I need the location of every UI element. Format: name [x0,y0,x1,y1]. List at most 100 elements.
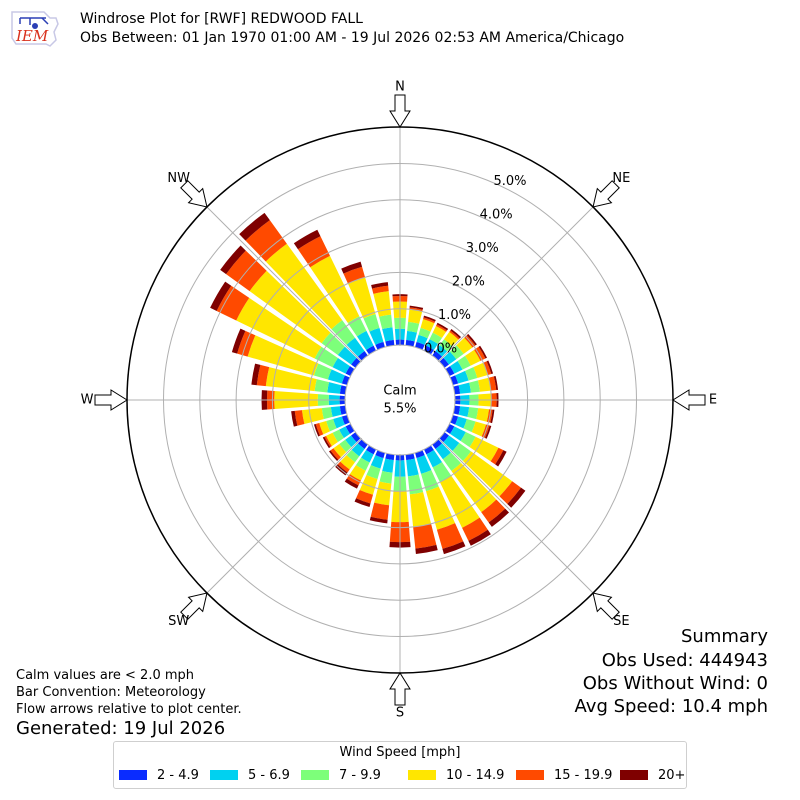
bar-segment [333,416,345,429]
bar-segment [236,297,322,359]
calm-note: Calm values are < 2.0 mph [16,668,195,683]
flow-arrow-icon [592,180,620,208]
bar-segment [379,470,393,484]
bar-segment [340,455,355,470]
bar-segment [249,270,331,344]
bar-segment [493,375,499,391]
bar-segment [435,324,448,332]
radial-tick-label: 1.0% [438,308,471,323]
flow-arrow-icon [389,672,411,706]
bar-segment [314,346,338,368]
legend-title: Wind Speed [mph] [339,745,461,760]
bar-segment [210,281,232,311]
bar-segment [310,255,360,323]
bar-segment [445,424,455,434]
legend-item: 2 - 4.9 [119,766,199,784]
legend-swatch [408,770,436,780]
bar-segment [351,432,361,443]
iem-logo: IEM [11,11,59,47]
bar-segment [331,320,355,345]
bar-segment [466,333,477,346]
bar-segment [435,345,448,357]
bar-segment [351,357,361,368]
bar-segment [330,406,342,417]
radial-grid-circle [344,344,456,456]
radial-grid-circle [235,235,565,565]
bar-segment [344,478,359,489]
bar-segment [355,457,370,471]
bar-segment [326,419,337,432]
bar-segment [462,451,513,497]
bar-segment [455,370,469,384]
bar-segment [239,212,270,241]
bar-segment [473,362,488,378]
bar-segment [363,313,380,332]
bar-segment [432,351,443,361]
bar-segment [488,508,510,527]
bar-segment [251,363,261,386]
flow-arrow-icon [94,389,128,411]
bar-segment [423,317,436,324]
bar-segment [349,465,366,481]
bar-segment [490,409,495,424]
bar-segment [345,435,357,448]
bar-segment [313,363,332,380]
bar-segment [436,322,449,331]
radial-tick-label: 2.0% [452,275,485,290]
bar-segment [245,220,287,262]
bar-segment [416,455,432,474]
legend-swatch [210,770,238,780]
bar-segment [297,236,330,268]
bar-segment [327,382,342,394]
bar-segment [313,424,320,437]
legend-item: 10 - 14.9 [408,766,504,784]
bar-segment [426,450,443,468]
bar-segment [408,309,423,324]
bar-segment [442,541,466,555]
bar-segment [484,425,492,439]
bar-segment [478,345,488,359]
summary-avg-speed: Avg Speed: 10.4 mph [574,696,768,717]
bar-segment [351,443,365,457]
bar-segment [507,487,526,508]
bar-segment [337,346,357,365]
legend-item: 15 - 19.9 [516,766,612,784]
legend-label: 20+ [658,767,686,783]
bar-segment [343,266,366,284]
legend-item: 7 - 9.9 [301,766,381,784]
bar-segment [436,523,464,549]
bar-convention-note: Bar Convention: Meteorology [16,685,206,700]
bar-segment [499,481,522,504]
bar-segment [319,421,330,435]
bar-segment [347,316,367,337]
bar-segment [477,377,491,392]
flow-arrow-icon [592,592,620,620]
radial-tick-label: 5.0% [494,174,527,189]
bar-segment [379,314,393,330]
bar-segment [354,498,371,508]
bar-segment [216,285,250,321]
radial-grid-circle [308,308,492,492]
bar-segment [369,327,384,345]
direction-label: SW [168,614,189,629]
bar-segment [456,337,473,354]
bar-segment [220,245,246,275]
bar-segment [458,382,471,394]
summary-obs-without-wind: Obs Without Wind: 0 [582,673,768,694]
bar-segment [382,327,394,342]
bar-segment [450,361,463,374]
bar-segment [366,445,376,455]
direction-label: N [395,80,405,95]
legend-label: 10 - 14.9 [446,767,505,783]
bar-segment [374,481,392,506]
bar-segment [332,357,350,374]
legend-label: 7 - 9.9 [339,767,381,783]
bar-segment [345,366,355,376]
bar-segment [370,455,384,469]
calm-center [346,346,454,454]
legend-swatch [119,770,147,780]
bar-segment [439,432,449,443]
radial-grid-circle [163,163,637,637]
bar-segment [468,529,491,546]
bar-segment [357,439,368,449]
